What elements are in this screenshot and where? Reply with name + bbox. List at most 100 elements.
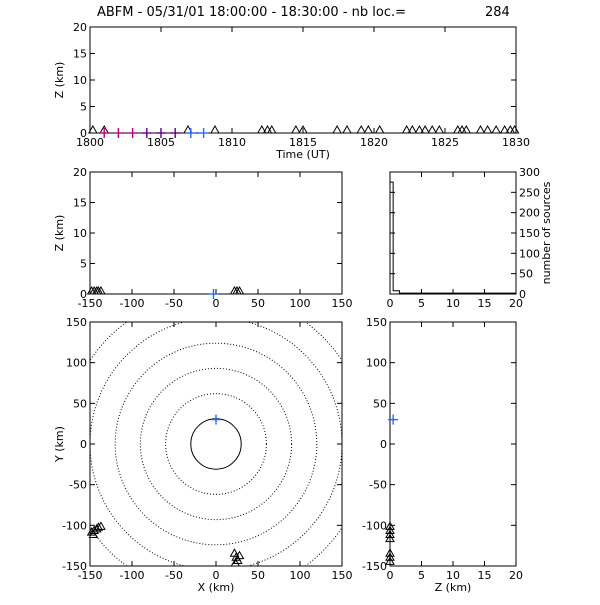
- time-height-ytick-label: 5: [80, 101, 87, 114]
- source-cross: [388, 414, 399, 425]
- source-triangle: [491, 124, 501, 134]
- x-height-frame: [89, 171, 343, 295]
- source-triangle: [401, 124, 412, 134]
- range-ring: [139, 367, 293, 521]
- plan-view-ytick-label: -100: [62, 519, 87, 532]
- x-height-ytick-label: 0: [80, 288, 87, 301]
- source-triangle: [385, 548, 395, 557]
- source-triangle: [385, 529, 395, 539]
- time-height-frame: [89, 26, 517, 134]
- range-rings: [40, 268, 393, 600]
- source-triangle: [91, 523, 102, 533]
- plan-view-xtick-label: 150: [332, 569, 353, 582]
- x-height-xtick-label: 150: [332, 297, 353, 310]
- range-ring: [40, 268, 393, 600]
- height-histogram-ylabel: number of sources: [540, 181, 553, 284]
- height-histogram-ytick-label: 0: [519, 288, 526, 301]
- source-triangle: [87, 124, 98, 134]
- height-y-xtick-label: 0: [387, 569, 394, 582]
- source-triangle: [475, 124, 486, 134]
- x-height-ytick-label: 5: [80, 258, 87, 271]
- height-y-ytick-label: -100: [362, 519, 387, 532]
- source-triangle: [342, 124, 352, 134]
- source-triangle: [256, 124, 267, 134]
- source-triangle: [420, 124, 430, 134]
- source-triangle: [414, 124, 425, 134]
- height-y-ytick-label: -50: [369, 479, 387, 492]
- x-height-ylabel: Z (km): [53, 215, 66, 252]
- plan-view-ytick-label: 100: [66, 357, 87, 370]
- time-height-xtick-label: 1825: [431, 136, 459, 149]
- chart-title: ABFM - 05/31/01 18:00:00 - 18:30:00 - nb…: [97, 5, 406, 20]
- time-height-xtick-label: 1830: [502, 136, 530, 149]
- source-cross: [113, 128, 124, 138]
- height-y-ytick-label: 0: [380, 438, 387, 451]
- height-y-ytick-label: 50: [373, 397, 387, 410]
- source-triangle: [427, 124, 438, 134]
- source-triangle: [461, 124, 472, 134]
- height-histogram-xtick-label: 10: [446, 297, 460, 310]
- height-y-ytick-label: -150: [362, 560, 387, 573]
- source-triangle: [385, 556, 395, 565]
- height-histogram-ytick-label: 100: [519, 247, 540, 260]
- height-y-xtick-label: 20: [509, 569, 523, 582]
- plan-view-ytick-label: 50: [73, 397, 87, 410]
- plan-view-ytick-label: -50: [69, 479, 87, 492]
- x-height-xtick-label: -150: [78, 297, 103, 310]
- height-histogram-xtick-label: 5: [418, 297, 425, 310]
- source-triangle: [291, 124, 301, 134]
- x-height-xtick-label: 0: [213, 297, 220, 310]
- plan-view-xtick-label: -150: [78, 569, 103, 582]
- source-triangle: [210, 124, 220, 134]
- plan-view-ytick-label: 150: [66, 316, 87, 329]
- source-triangle: [332, 124, 342, 134]
- plan-view-xtick-label: 100: [290, 569, 311, 582]
- time-height-xtick-label: 1805: [147, 136, 175, 149]
- source-triangle: [434, 124, 445, 134]
- time-height-xtick-label: 1810: [218, 136, 246, 149]
- height-histogram-frame: [389, 171, 517, 295]
- time-height-ytick-label: 20: [73, 21, 87, 34]
- time-height-ytick-label: 15: [73, 48, 87, 61]
- range-ring: [114, 342, 318, 546]
- plan-view-xtick-label: -50: [165, 569, 183, 582]
- source-cross: [211, 414, 221, 425]
- height-y-xlabel: Z (km): [435, 581, 472, 594]
- source-triangle: [298, 124, 308, 134]
- x-height-ytick-label: 10: [73, 227, 87, 240]
- height-y-ytick-label: 100: [366, 357, 387, 370]
- range-ring: [190, 418, 242, 470]
- source-triangle: [385, 521, 395, 530]
- source-triangle: [385, 533, 395, 543]
- time-height-xtick-label: 1800: [76, 136, 104, 149]
- time-height-ylabel: Z (km): [53, 62, 66, 99]
- x-height-xtick-label: -50: [165, 297, 183, 310]
- histogram-bars: [389, 181, 516, 294]
- height-y-frame: [389, 321, 517, 567]
- time-height-xtick-label: 1820: [360, 136, 388, 149]
- range-ring: [165, 393, 267, 495]
- source-triangle: [230, 557, 241, 567]
- x-height-xtick-label: 100: [290, 297, 311, 310]
- plan-view-ytick-label: 0: [80, 438, 87, 451]
- source-triangle: [234, 285, 245, 295]
- height-histogram-xtick-label: 20: [509, 297, 523, 310]
- range-ring: [90, 322, 342, 566]
- source-cross: [156, 128, 166, 138]
- plan-view-xtick-label: 50: [251, 569, 265, 582]
- plan-view-xlabel: X (km): [198, 581, 235, 594]
- source-triangle: [385, 525, 395, 534]
- source-triangle: [374, 124, 385, 134]
- source-cross: [170, 128, 181, 138]
- time-height-xlabel: Time (UT): [275, 148, 330, 161]
- source-triangle: [96, 285, 106, 295]
- source-triangle: [96, 521, 106, 530]
- plan-view-xtick-label: 0: [213, 569, 220, 582]
- time-height-xtick-label: 1815: [289, 136, 317, 149]
- source-triangle: [482, 124, 493, 134]
- time-height-ytick-label: 10: [73, 74, 87, 87]
- time-height-ytick-label: 0: [80, 127, 87, 140]
- height-histogram-ytick-label: 250: [519, 186, 540, 199]
- range-ring: [90, 322, 342, 566]
